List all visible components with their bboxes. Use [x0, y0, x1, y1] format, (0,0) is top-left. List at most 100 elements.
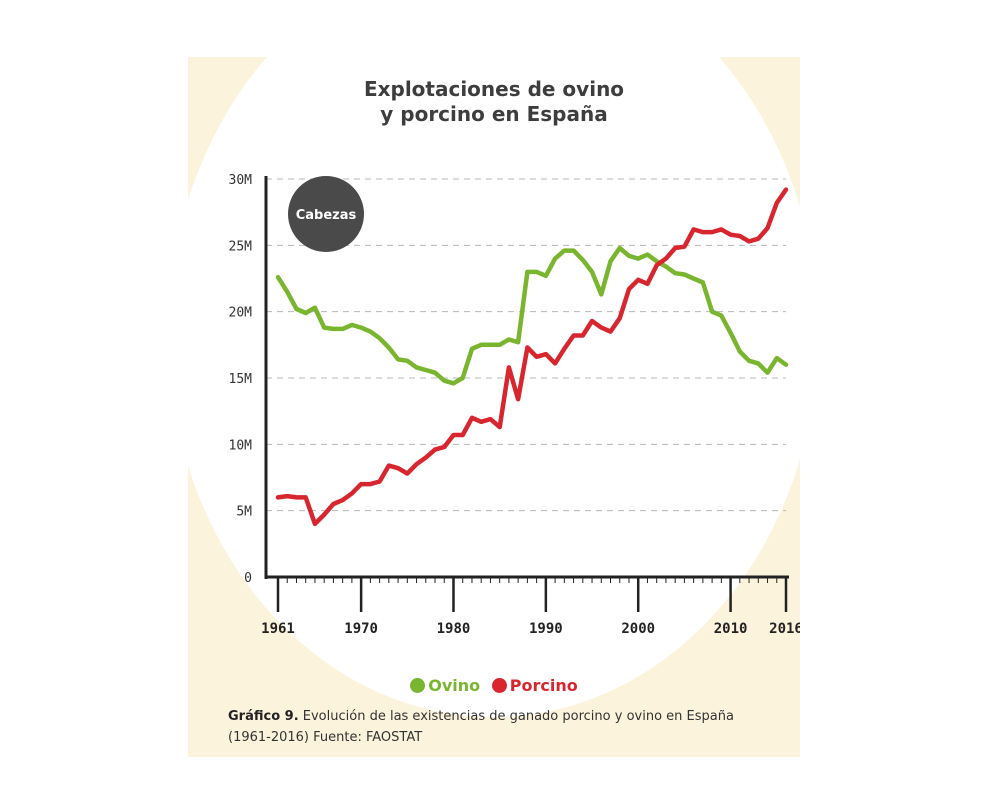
y-tick-label: 0 — [244, 571, 252, 586]
data-point-ovino — [664, 265, 668, 269]
chart-panel: Explotaciones de ovino y porcino en Espa… — [188, 57, 800, 757]
data-point-porcino — [451, 433, 455, 437]
data-point-ovino — [294, 307, 298, 311]
series-lines — [275, 187, 789, 527]
data-point-porcino — [488, 417, 492, 421]
data-point-porcino — [756, 237, 760, 241]
data-point-ovino — [341, 327, 345, 331]
data-point-porcino — [692, 227, 696, 231]
data-point-porcino — [498, 425, 502, 429]
data-point-porcino — [775, 201, 779, 205]
data-point-porcino — [627, 287, 631, 291]
data-point-porcino — [636, 278, 640, 282]
data-point-porcino — [341, 498, 345, 502]
data-point-porcino — [664, 257, 668, 261]
legend-label-ovino: Ovino — [428, 676, 481, 695]
data-point-ovino — [692, 277, 696, 280]
data-point-porcino — [387, 464, 391, 468]
data-point-porcino — [442, 445, 446, 449]
data-point-ovino — [599, 292, 603, 296]
data-point-ovino — [673, 271, 677, 275]
data-point-porcino — [738, 234, 742, 238]
gridlines — [266, 178, 786, 512]
data-point-porcino — [701, 230, 705, 234]
data-point-porcino — [609, 330, 613, 334]
series-line-porcino — [275, 187, 789, 527]
data-point-porcino — [304, 495, 308, 499]
line-chart: 0 5M 10M 15M 20M 25M 30M 1961 1970 1980 1990 2000 20… — [229, 173, 800, 637]
data-point-porcino — [368, 482, 372, 486]
data-point-ovino — [590, 270, 594, 274]
data-point-ovino — [415, 365, 419, 369]
chart-title-line-1: Explotaciones de ovino — [363, 77, 625, 101]
data-point-ovino — [525, 270, 529, 274]
data-point-porcino — [378, 479, 382, 483]
data-point-porcino — [285, 494, 289, 498]
x-tick-label: 1990 — [529, 621, 563, 637]
data-point-porcino — [359, 482, 363, 486]
data-point-ovino — [581, 258, 585, 262]
data-point-porcino — [581, 334, 585, 338]
chart-legend: Ovino Porcino — [188, 676, 800, 697]
data-point-ovino — [516, 340, 520, 344]
data-point-ovino — [285, 290, 289, 294]
data-point-ovino — [729, 331, 733, 335]
data-point-ovino — [368, 330, 372, 334]
chart-title: Explotaciones de ovino y porcino en Espa… — [188, 77, 800, 127]
legend-swatch-porcino — [491, 678, 507, 693]
data-point-ovino — [609, 259, 613, 263]
data-point-ovino — [405, 359, 409, 363]
legend-swatch-ovino — [410, 678, 426, 693]
data-point-ovino — [470, 347, 474, 351]
data-point-porcino — [507, 365, 511, 369]
data-point-porcino — [525, 345, 529, 349]
data-point-ovino — [304, 311, 308, 315]
data-point-ovino — [488, 343, 492, 347]
x-tick-label: 2016 — [769, 621, 800, 637]
data-point-porcino — [784, 188, 788, 192]
data-point-ovino — [618, 246, 622, 250]
data-point-ovino — [387, 345, 391, 349]
data-point-porcino — [294, 495, 298, 499]
series-line-ovino — [275, 245, 789, 386]
legend-item-porcino: Porcino — [491, 676, 578, 695]
data-point-ovino — [627, 254, 631, 258]
data-point-porcino — [331, 502, 335, 506]
data-point-porcino — [461, 433, 465, 437]
x-tick-label: 2000 — [621, 621, 655, 637]
data-point-ovino — [479, 343, 483, 347]
data-point-ovino — [553, 257, 557, 261]
x-tick-label: 2010 — [714, 621, 748, 637]
data-point-ovino — [710, 310, 714, 314]
figure-caption: Gráfico 9. Evolución de las existencias … — [228, 706, 768, 748]
data-point-ovino — [682, 273, 686, 277]
data-point-ovino — [350, 323, 354, 327]
data-point-ovino — [359, 326, 363, 330]
data-point-ovino — [442, 379, 446, 383]
data-point-porcino — [747, 239, 751, 243]
data-point-porcino — [590, 319, 594, 323]
data-point-ovino — [544, 274, 548, 278]
data-point-porcino — [479, 420, 483, 424]
data-point-porcino — [719, 227, 723, 231]
x-tick-label: 1961 — [261, 621, 295, 637]
caption-text: Evolución de las existencias de ganado p… — [228, 709, 734, 745]
data-point-porcino — [470, 416, 474, 420]
data-point-porcino — [710, 230, 714, 234]
unit-badge-circle — [288, 176, 364, 252]
data-point-porcino — [535, 355, 539, 359]
data-point-porcino — [396, 466, 400, 470]
data-point-ovino — [322, 326, 326, 330]
data-point-ovino — [424, 368, 428, 372]
data-point-ovino — [645, 253, 649, 257]
data-point-porcino — [645, 282, 649, 286]
y-tick-label: 10M — [229, 438, 253, 453]
y-tick-label: 5M — [236, 505, 252, 520]
data-point-ovino — [461, 376, 465, 380]
data-point-porcino — [544, 352, 548, 356]
data-point-ovino — [535, 270, 539, 274]
axes: 0 5M 10M 15M 20M 25M 30M 1961 1970 1980 1990 2000 20… — [229, 173, 800, 637]
data-point-porcino — [572, 334, 576, 338]
x-tick-label: 1980 — [437, 621, 471, 637]
data-point-porcino — [618, 316, 622, 320]
